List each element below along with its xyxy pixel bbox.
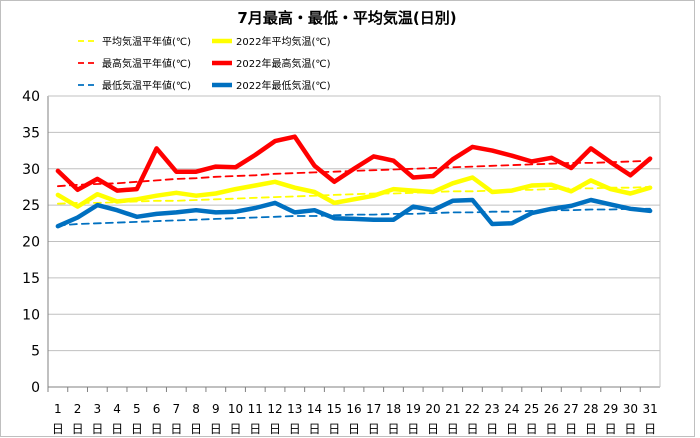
legend-label: 最高気温平年値(℃) (102, 57, 191, 70)
y-tick-label: 40 (22, 89, 40, 105)
x-tick-label: 27 (564, 402, 579, 416)
y-tick-label: 10 (22, 307, 40, 323)
legend: 平均気温平年値(℃) 2022年平均気温(℃) 最高気温平年値(℃) 2022年最高気… (78, 35, 331, 92)
x-tick-label: 12 (267, 402, 282, 416)
x-tick-unit: 日 (249, 422, 261, 436)
x-tick-label: 20 (425, 402, 440, 416)
x-tick-unit: 日 (170, 422, 182, 436)
y-tick-label: 20 (22, 235, 40, 251)
x-tick-unit: 日 (427, 422, 439, 436)
x-tick-label: 4 (113, 402, 121, 416)
x-tick-label: 19 (406, 402, 421, 416)
y-tick-label: 30 (22, 162, 40, 178)
x-tick-label: 22 (465, 402, 480, 416)
series-line-actual-3 (55, 134, 653, 193)
x-tick-unit: 日 (230, 422, 242, 436)
y-tick-label: 0 (31, 380, 40, 396)
x-tick-label: 18 (386, 402, 401, 416)
y-tick-label: 35 (22, 125, 40, 141)
x-tick-label: 31 (642, 402, 657, 416)
x-tick-unit: 日 (72, 422, 84, 436)
x-tick-label: 17 (366, 402, 381, 416)
x-tick-unit: 日 (309, 422, 321, 436)
x-tick-label: 9 (212, 402, 220, 416)
x-tick-label: 29 (603, 402, 618, 416)
gridlines (47, 95, 661, 388)
chart-title: 7月最高・最低・平均気温(日別) (237, 9, 456, 27)
x-tick-unit: 日 (210, 422, 222, 436)
x-tick-unit: 日 (466, 422, 478, 436)
x-tick-label: 5 (133, 402, 141, 416)
series-line-normal-0 (57, 185, 651, 205)
x-tick-label: 10 (228, 402, 243, 416)
x-tick-unit: 日 (545, 422, 557, 436)
x-tick-unit: 日 (368, 422, 380, 436)
y-tick-label: 25 (22, 198, 40, 214)
x-tick-label: 16 (346, 402, 361, 416)
x-tick-unit: 日 (52, 422, 64, 436)
x-tick-label: 7 (173, 402, 181, 416)
x-tick-unit: 日 (111, 422, 123, 436)
x-tick-unit: 日 (348, 422, 360, 436)
legend-label: 2022年最低気温(℃) (236, 79, 331, 92)
x-tick-label: 1 (54, 402, 62, 416)
x-tick-label: 13 (287, 402, 302, 416)
x-tick-unit: 日 (151, 422, 163, 436)
y-tick-label: 15 (22, 271, 40, 287)
x-tick-unit: 日 (605, 422, 617, 436)
x-tick-label: 24 (504, 402, 519, 416)
legend-label: 2022年最高気温(℃) (236, 57, 331, 70)
x-tick-unit: 日 (526, 422, 538, 436)
series-line-normal-2 (57, 159, 651, 188)
x-tick-unit: 日 (407, 422, 419, 436)
legend-label: 平均気温平年値(℃) (102, 35, 191, 48)
x-tick-label: 25 (524, 402, 539, 416)
x-tick-unit: 日 (131, 422, 143, 436)
series-line-actual-5 (55, 197, 653, 229)
x-tick-label: 3 (94, 402, 102, 416)
x-tick-label: 30 (623, 402, 638, 416)
x-tick-label: 21 (445, 402, 460, 416)
x-tick-unit: 日 (624, 422, 636, 436)
y-tick-label: 5 (31, 344, 40, 360)
legend-label: 2022年平均気温(℃) (236, 35, 331, 48)
x-tick-label: 26 (544, 402, 559, 416)
series-lines (55, 134, 653, 229)
x-tick-unit: 日 (506, 422, 518, 436)
x-tick-unit: 日 (486, 422, 498, 436)
x-tick-unit: 日 (447, 422, 459, 436)
x-axis: 1日2日3日4日5日6日7日8日9日10日11日12日13日14日15日16日1… (47, 387, 658, 436)
x-tick-unit: 日 (190, 422, 202, 436)
x-tick-label: 11 (248, 402, 263, 416)
x-tick-unit: 日 (328, 422, 340, 436)
x-tick-unit: 日 (269, 422, 281, 436)
x-tick-unit: 日 (289, 422, 301, 436)
x-tick-label: 23 (485, 402, 500, 416)
x-tick-unit: 日 (585, 422, 597, 436)
x-tick-label: 6 (153, 402, 161, 416)
x-tick-unit: 日 (644, 422, 656, 436)
x-tick-label: 14 (307, 402, 322, 416)
y-axis: 0 5 10 15 20 25 30 35 40 (22, 89, 40, 396)
x-tick-label: 2 (74, 402, 82, 416)
x-tick-label: 15 (327, 402, 342, 416)
legend-label: 最低気温平年値(℃) (102, 79, 191, 92)
x-tick-unit: 日 (565, 422, 577, 436)
series-line-actual-1 (55, 175, 653, 209)
x-tick-label: 8 (192, 402, 200, 416)
x-tick-unit: 日 (91, 422, 103, 436)
x-tick-unit: 日 (387, 422, 399, 436)
x-tick-label: 28 (583, 402, 598, 416)
